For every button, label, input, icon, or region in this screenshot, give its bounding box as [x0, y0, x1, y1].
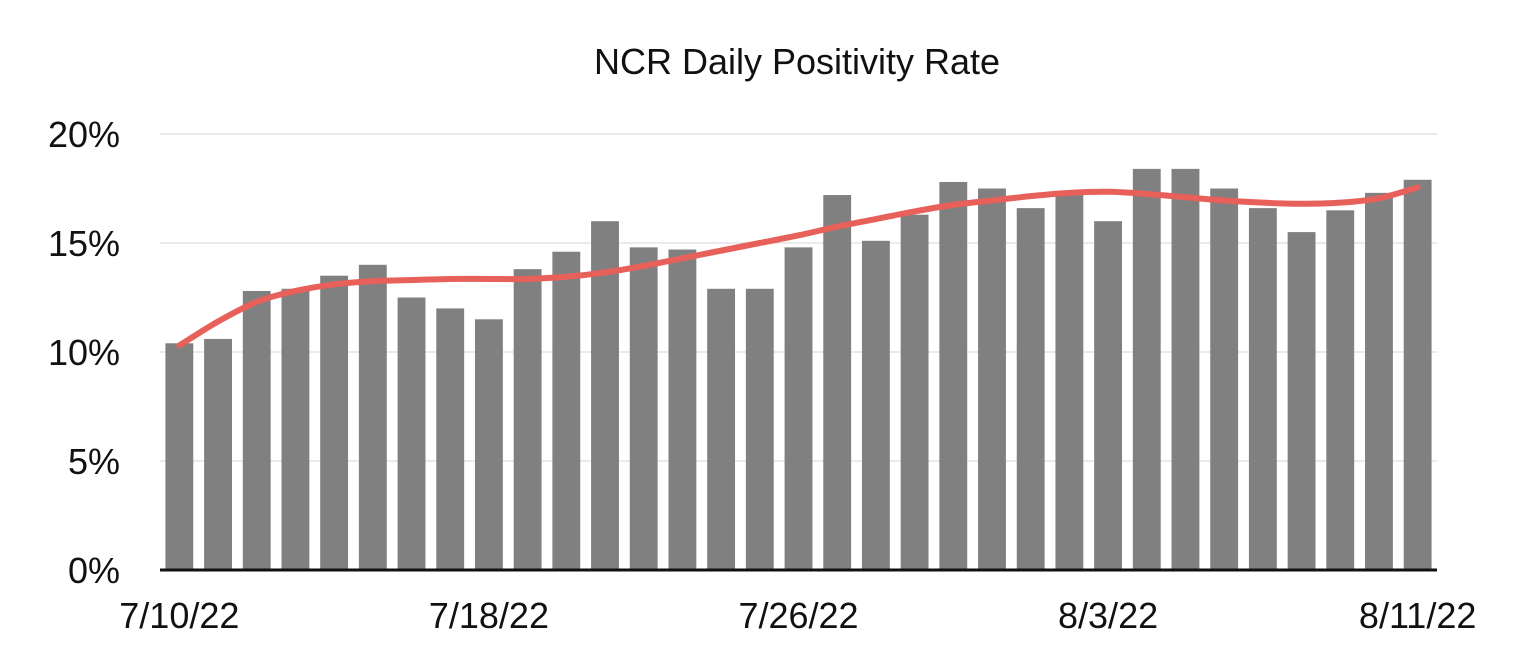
- y-tick-label: 5%: [68, 441, 120, 482]
- trend-line-group: [176, 184, 1421, 349]
- bar: [165, 343, 194, 570]
- bar: [1326, 210, 1355, 571]
- x-tick-label: 7/18/22: [429, 595, 549, 636]
- bar: [204, 338, 232, 570]
- bar: [474, 319, 503, 570]
- bar: [823, 195, 852, 571]
- bar: [1016, 208, 1045, 570]
- bar: [1248, 208, 1277, 570]
- bar: [552, 251, 581, 570]
- bar: [1055, 192, 1084, 571]
- bar: [320, 275, 349, 570]
- bar: [900, 214, 929, 570]
- bar: [1403, 179, 1432, 570]
- x-tick-label: 7/26/22: [738, 595, 858, 636]
- bar: [629, 247, 658, 571]
- bar: [861, 240, 890, 570]
- trend-line: [176, 184, 1421, 349]
- bar: [939, 181, 968, 570]
- bar: [668, 249, 697, 571]
- bar: [784, 247, 813, 571]
- bar: [1210, 188, 1239, 570]
- bar: [1171, 168, 1200, 570]
- chart-title: NCR Daily Positivity Rate: [594, 41, 1000, 82]
- bar: [397, 297, 426, 570]
- bar: [1094, 221, 1123, 570]
- bar: [242, 290, 271, 570]
- bar: [1365, 192, 1393, 571]
- bar: [513, 269, 542, 570]
- y-tick-label: 10%: [48, 332, 120, 373]
- bar: [358, 264, 387, 570]
- bar: [436, 308, 465, 570]
- bar: [707, 288, 736, 570]
- bar: [281, 288, 310, 570]
- y-tick-label: 15%: [48, 223, 120, 264]
- bar: [591, 221, 619, 570]
- x-tick-label: 8/11/22: [1359, 595, 1476, 636]
- y-tick-label: 0%: [68, 550, 120, 591]
- bar: [745, 288, 774, 570]
- x-tick-label: 8/3/22: [1058, 595, 1158, 636]
- bar: [1287, 232, 1316, 570]
- bar: [1132, 168, 1161, 570]
- x-tick-label: 7/10/22: [119, 595, 239, 636]
- axes: 0% 5% 10% 15% 20% 7/10/22 7/18/22 7/26/22 8/3/22…: [48, 114, 1476, 636]
- y-tick-label: 20%: [48, 114, 120, 155]
- bars: [165, 168, 1432, 571]
- bar: [978, 188, 1006, 570]
